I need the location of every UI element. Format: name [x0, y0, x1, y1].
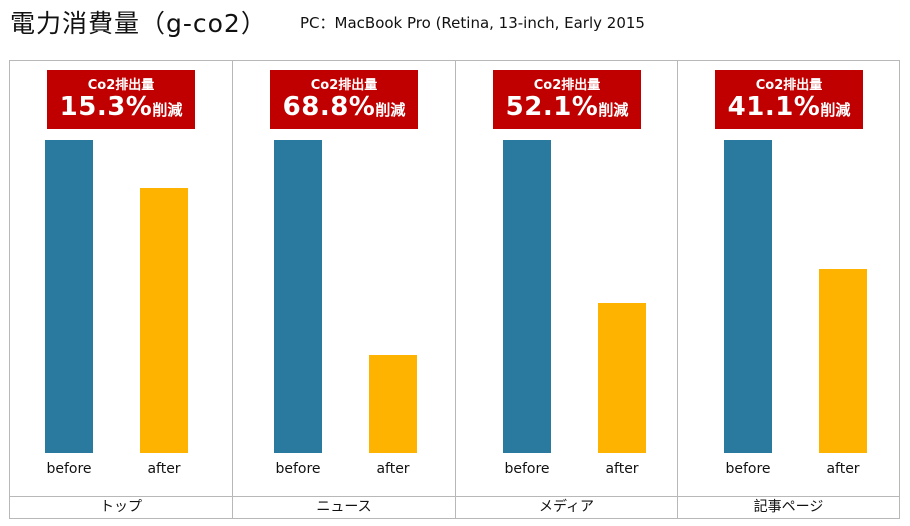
reduction-badge: Co2排出量 68.8%削減 — [270, 70, 418, 129]
category-label: ニュース — [233, 496, 455, 518]
x-label-after: after — [376, 461, 410, 477]
panel-top: Co2排出量 15.3%削減 before after トップ — [10, 61, 232, 518]
bar-after — [598, 303, 646, 453]
bar-after — [140, 188, 188, 453]
badge-value: 15.3% — [59, 92, 153, 122]
badge-value: 41.1% — [727, 92, 821, 122]
bar-after — [369, 355, 417, 453]
badge-label: Co2排出量 — [755, 78, 823, 93]
reduction-badge: Co2排出量 15.3%削減 — [47, 70, 195, 129]
category-label: 記事ページ — [678, 496, 899, 518]
x-label-after: after — [605, 461, 639, 477]
badge-label: Co2排出量 — [310, 78, 378, 93]
badge-suffix: 削減 — [152, 101, 183, 119]
x-label-before: before — [46, 461, 92, 477]
panel-article: Co2排出量 41.1%削減 before after 記事ページ — [677, 61, 899, 518]
bar-after — [819, 269, 867, 453]
badge-label: Co2排出量 — [533, 78, 601, 93]
panel-news: Co2排出量 68.8%削減 before after ニュース — [232, 61, 455, 518]
x-label-after: after — [826, 461, 860, 477]
chart-frame: Co2排出量 15.3%削減 before after トップ Co2排出量 6… — [9, 60, 900, 519]
bar-before — [503, 140, 551, 453]
x-label-before: before — [725, 461, 771, 477]
category-label: メディア — [456, 496, 677, 518]
x-label-after: after — [147, 461, 181, 477]
badge-label: Co2排出量 — [87, 78, 155, 93]
chart-subtitle: PC：MacBook Pro (Retina, 13-inch, Early 2… — [300, 14, 645, 32]
badge-suffix: 削減 — [598, 101, 629, 119]
bar-before — [45, 140, 93, 453]
reduction-badge: Co2排出量 52.1%削減 — [493, 70, 641, 129]
x-label-before: before — [275, 461, 321, 477]
reduction-badge: Co2排出量 41.1%削減 — [715, 70, 863, 129]
x-label-before: before — [504, 461, 550, 477]
bar-before — [724, 140, 772, 453]
badge-suffix: 削減 — [375, 101, 406, 119]
chart-title: 電力消費量（g-co2） — [10, 9, 267, 38]
category-label: トップ — [10, 496, 232, 518]
badge-value: 52.1% — [505, 92, 599, 122]
bar-before — [274, 140, 322, 453]
badge-suffix: 削減 — [820, 101, 851, 119]
badge-value: 68.8% — [282, 92, 376, 122]
panel-media: Co2排出量 52.1%削減 before after メディア — [455, 61, 677, 518]
